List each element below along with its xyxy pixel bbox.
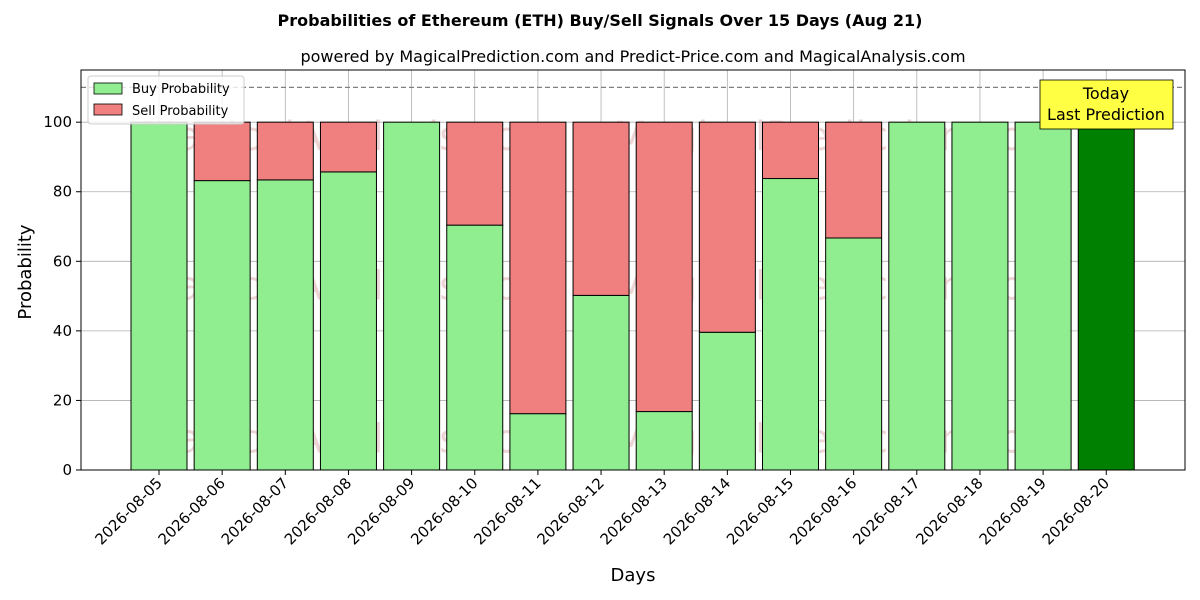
x-tick-label: 2026-08-17 (849, 474, 923, 548)
bar-buy (193, 180, 251, 471)
y-axis-label: Probability (15, 224, 36, 319)
bar-buy (446, 224, 504, 471)
chart-subtitle: powered by MagicalPrediction.com and Pre… (300, 47, 965, 66)
bar-buy (698, 331, 756, 471)
x-tick-label: 2026-08-07 (218, 474, 292, 548)
legend-label-sell: Sell Probability (132, 104, 229, 119)
x-ticks: 2026-08-052026-08-062026-08-072026-08-08… (91, 470, 1113, 548)
bar-sell (319, 121, 377, 173)
bar-sell (825, 121, 883, 239)
y-tick-label: 80 (53, 183, 72, 201)
x-tick-label: 2026-08-08 (281, 474, 355, 548)
x-tick-label: 2026-08-13 (597, 474, 671, 548)
bar-buy (635, 411, 693, 471)
bar-sell (193, 121, 251, 182)
annotation-line-1: Today (1082, 84, 1129, 103)
bar-buy (130, 121, 188, 471)
x-tick-label: 2026-08-14 (660, 474, 734, 548)
bar-buy (1077, 121, 1135, 471)
x-tick-label: 2026-08-11 (470, 474, 544, 548)
bar-buy (572, 294, 630, 471)
x-tick-label: 2026-08-12 (533, 474, 607, 548)
y-ticks: 0 20 40 60 80 100 (43, 113, 81, 479)
bar-sell (446, 121, 504, 226)
legend: Buy Probability Sell Probability (87, 75, 245, 125)
x-tick-label: 2026-08-06 (155, 474, 229, 548)
x-axis-label: Days (611, 565, 656, 586)
y-tick-label: 20 (53, 391, 72, 409)
x-tick-label: 2026-08-10 (407, 474, 481, 548)
y-tick-label: 100 (43, 113, 72, 131)
bar-sell (509, 121, 567, 415)
y-tick-label: 60 (53, 252, 72, 270)
legend-swatch-sell (93, 103, 123, 116)
bar-buy (762, 178, 819, 471)
x-tick-label: 2026-08-19 (976, 474, 1050, 548)
legend-frame (87, 75, 245, 125)
x-tick-label: 2026-08-18 (912, 474, 986, 548)
chart-title: Probabilities of Ethereum (ETH) Buy/Sell… (278, 11, 923, 30)
x-tick-label: 2026-08-05 (91, 474, 165, 548)
annotation-line-2: Last Prediction (1047, 105, 1165, 124)
annotation-box (1039, 79, 1174, 130)
x-tick-label: 2026-08-15 (723, 474, 797, 548)
x-tick-label: 2026-08-16 (786, 474, 860, 548)
plot-frame (80, 69, 1186, 471)
bar-buy (256, 179, 314, 471)
bar-buy (319, 171, 377, 471)
bar-buy (825, 237, 883, 471)
bar-layer (130, 121, 1135, 471)
today-annotation: Today Last Prediction (1039, 79, 1174, 130)
y-tick-label: 40 (53, 322, 72, 340)
bar-sell (572, 121, 630, 296)
x-tick-label: 2026-08-09 (344, 474, 418, 548)
bar-buy (951, 121, 1009, 471)
legend-label-buy: Buy Probability (132, 82, 230, 97)
y-tick-label: 0 (62, 461, 72, 479)
bar-sell (698, 121, 756, 333)
bar-buy (888, 121, 946, 471)
bar-buy (1014, 121, 1072, 471)
bar-sell (762, 121, 819, 180)
bar-sell (635, 121, 693, 413)
legend-swatch-buy (93, 82, 123, 95)
bar-buy (383, 121, 441, 471)
bar-sell (256, 121, 314, 181)
x-tick-label: 2026-08-20 (1039, 474, 1113, 548)
bar-buy (509, 413, 567, 471)
